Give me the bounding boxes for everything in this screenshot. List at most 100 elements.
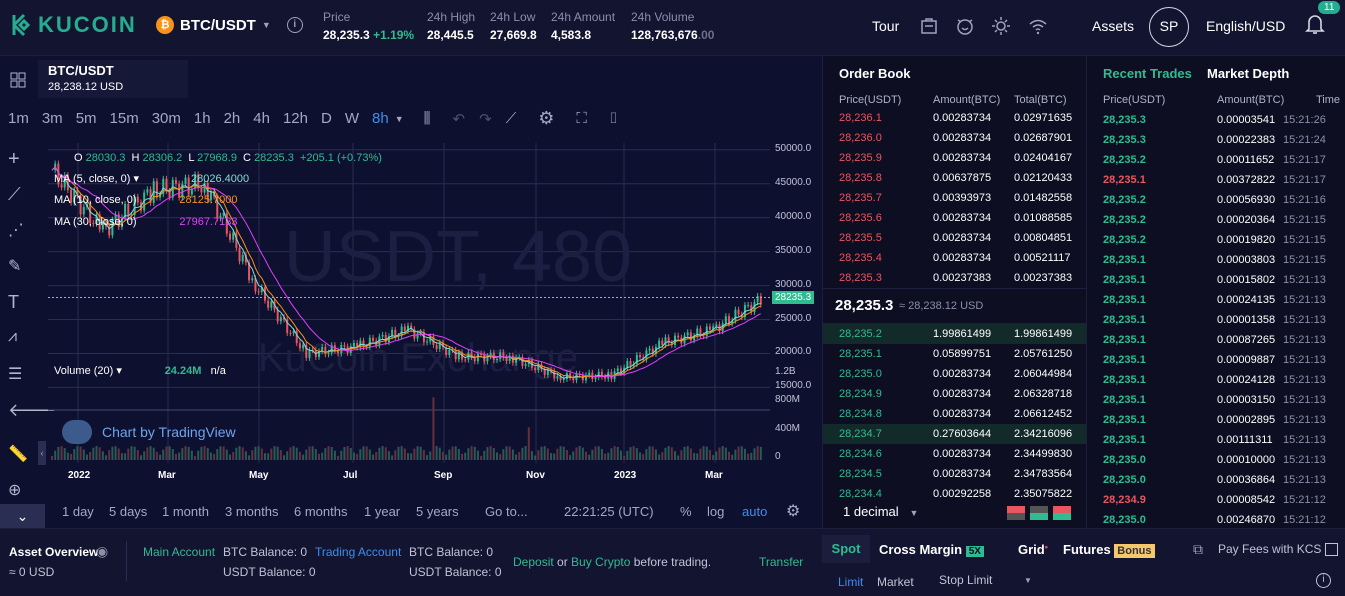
- ask-row[interactable]: 28,235.9 0.00283734 0.02404167: [823, 148, 1086, 168]
- tab-grid[interactable]: Grid•: [1018, 542, 1048, 557]
- crosshair-icon[interactable]: +: [8, 148, 20, 170]
- chevron-down-icon[interactable]: ▼: [394, 113, 404, 124]
- order-type-stop-limit[interactable]: Stop Limit: [939, 573, 993, 587]
- candle-type-icon[interactable]: ⫼: [423, 110, 431, 127]
- pay-fees-checkbox[interactable]: [1325, 543, 1338, 556]
- indicators-icon[interactable]: ⟋: [505, 110, 517, 127]
- info-icon[interactable]: i: [286, 17, 303, 33]
- volume-legend[interactable]: Volume (20) ▾ 24.24M n/a: [54, 365, 226, 377]
- chevron-down-icon[interactable]: ▼: [1024, 576, 1032, 585]
- bid-row[interactable]: 28,235.1 0.05899751 2.05761250: [823, 344, 1086, 364]
- back-arrow-icon[interactable]: 🡐: [8, 400, 57, 420]
- bid-row[interactable]: 28,234.8 0.00283734 2.06612452: [823, 404, 1086, 424]
- tab-futures[interactable]: Futures Bonus: [1063, 542, 1155, 558]
- interval-3m[interactable]: 3m: [41, 110, 63, 127]
- bell-icon[interactable]: [1304, 12, 1326, 36]
- camera-icon[interactable]: ⌷: [608, 110, 618, 127]
- ma30-legend[interactable]: MA (30, close, 0) 27967.7133: [54, 216, 238, 228]
- chart-settings-gear-icon[interactable]: ⚙: [786, 503, 801, 520]
- support-icon[interactable]: [955, 16, 975, 36]
- bid-row[interactable]: 28,234.9 0.00283734 2.06328718: [823, 384, 1086, 404]
- pattern-icon[interactable]: ⩘: [8, 328, 18, 345]
- auto-toggle[interactable]: auto: [742, 504, 768, 519]
- bid-row[interactable]: 28,235.2 1.99861499 1.99861499: [823, 324, 1086, 344]
- buy-crypto-link[interactable]: Buy Crypto: [571, 555, 631, 569]
- goto-button[interactable]: Go to...: [485, 504, 528, 519]
- bid-row[interactable]: 28,234.4 0.00292258 2.35075822: [823, 484, 1086, 504]
- interval-30m[interactable]: 30m: [151, 110, 181, 127]
- redo-icon[interactable]: ↷: [479, 110, 492, 128]
- ruler-icon[interactable]: 📏: [8, 446, 28, 463]
- tab-market-depth[interactable]: Market Depth: [1207, 66, 1290, 81]
- tab-spot[interactable]: Spot: [822, 535, 870, 563]
- ask-row[interactable]: 28,236.0 0.00283734 0.02687901: [823, 128, 1086, 148]
- interval-1h[interactable]: 1h: [193, 110, 211, 127]
- order-type-limit[interactable]: Limit: [838, 575, 864, 589]
- ask-row[interactable]: 28,235.7 0.00393973 0.01482558: [823, 188, 1086, 208]
- view-asks-icon[interactable]: [1053, 506, 1071, 520]
- interval-w[interactable]: W: [344, 110, 360, 127]
- fullscreen-icon[interactable]: ⛶: [576, 110, 587, 127]
- interval-8h-active[interactable]: 8h: [372, 110, 389, 127]
- range-5-days[interactable]: 5 days: [109, 504, 148, 519]
- interval-15m[interactable]: 15m: [109, 110, 139, 127]
- tab-cross-margin[interactable]: Cross Margin 5X: [879, 542, 984, 557]
- percent-toggle[interactable]: %: [680, 504, 692, 519]
- deposit-link[interactable]: Deposit: [513, 555, 554, 569]
- main-account-link[interactable]: Main Account: [143, 545, 216, 559]
- ask-row[interactable]: 28,235.6 0.00283734 0.01088585: [823, 208, 1086, 228]
- range-3-months[interactable]: 3 months: [225, 504, 279, 519]
- assets-link[interactable]: Assets: [1092, 18, 1135, 34]
- tour-link[interactable]: Tour: [872, 18, 900, 34]
- range-1-month[interactable]: 1 month: [162, 504, 209, 519]
- interval-2h[interactable]: 2h: [223, 110, 241, 127]
- zoom-in-icon[interactable]: ⊕: [8, 482, 22, 499]
- interval-d[interactable]: D: [321, 110, 332, 127]
- tab-recent-trades[interactable]: Recent Trades: [1103, 66, 1192, 81]
- bid-row[interactable]: 28,235.0 0.00283734 2.06044984: [823, 364, 1086, 384]
- measure-icon[interactable]: ☰: [8, 366, 23, 383]
- orders-icon[interactable]: [919, 16, 939, 36]
- view-both-icon[interactable]: [1007, 506, 1025, 520]
- pair-selector[interactable]: ₿ BTC/USDT ▼ i: [156, 16, 303, 34]
- interval-4h[interactable]: 4h: [253, 110, 270, 127]
- range-1-year[interactable]: 1 year: [364, 504, 401, 519]
- order-type-market[interactable]: Market: [877, 575, 914, 589]
- interval-1m[interactable]: 1m: [8, 110, 29, 127]
- language-selector[interactable]: English/USD: [1206, 18, 1286, 34]
- brush-icon[interactable]: ✎: [8, 258, 22, 275]
- wifi-icon[interactable]: [1028, 16, 1048, 36]
- trading-account-link[interactable]: Trading Account: [315, 545, 402, 559]
- bid-row[interactable]: 28,234.7 0.27603644 2.34216096: [823, 424, 1086, 444]
- range-5-years[interactable]: 5 years: [416, 504, 459, 519]
- bid-row[interactable]: 28,234.6 0.00283734 2.34499830: [823, 444, 1086, 464]
- text-tool-icon[interactable]: T: [8, 292, 19, 312]
- price-chart[interactable]: USDT, 480 KuCoin Exchange: [48, 143, 770, 463]
- info-icon[interactable]: i: [1316, 573, 1331, 588]
- bid-row[interactable]: 28,234.5 0.00283734 2.34783564: [823, 464, 1086, 484]
- transfer-link[interactable]: Transfer: [759, 555, 804, 569]
- interval-12h[interactable]: 12h: [282, 110, 308, 127]
- ma5-legend[interactable]: MA (5, close, 0) ▾ 28026.4000: [54, 173, 250, 185]
- ask-row[interactable]: 28,235.8 0.00637875 0.02120433: [823, 168, 1086, 188]
- theme-sun-icon[interactable]: [991, 16, 1011, 36]
- view-bids-icon[interactable]: [1030, 506, 1048, 520]
- tradingview-badge[interactable]: Chart by TradingView: [62, 420, 236, 444]
- ask-row[interactable]: 28,235.4 0.00283734 0.00521117: [823, 248, 1086, 268]
- chart-scroll-left[interactable]: ‹: [38, 441, 46, 465]
- undo-icon[interactable]: ↶: [452, 110, 466, 128]
- interval-5m[interactable]: 5m: [75, 110, 97, 127]
- decimal-selector[interactable]: 1 decimal ▼: [843, 504, 919, 519]
- ask-row[interactable]: 28,236.1 0.00283734 0.02971635: [823, 108, 1086, 128]
- ma10-legend[interactable]: MA (10, close, 0) 28125.7000: [54, 194, 238, 206]
- fib-icon[interactable]: ⋰: [8, 222, 24, 239]
- log-toggle[interactable]: log: [707, 504, 725, 519]
- layout-grid-icon[interactable]: [10, 72, 26, 88]
- avatar[interactable]: SP: [1149, 7, 1189, 47]
- settings-gear-icon[interactable]: ⚙: [538, 108, 555, 128]
- range-6-months[interactable]: 6 months: [294, 504, 348, 519]
- ask-row[interactable]: 28,235.3 0.00237383 0.00237383: [823, 268, 1086, 288]
- collapse-toolbar-button[interactable]: ⌄: [0, 504, 45, 528]
- range-1-day[interactable]: 1 day: [62, 504, 94, 519]
- eye-icon[interactable]: ◉: [96, 543, 109, 559]
